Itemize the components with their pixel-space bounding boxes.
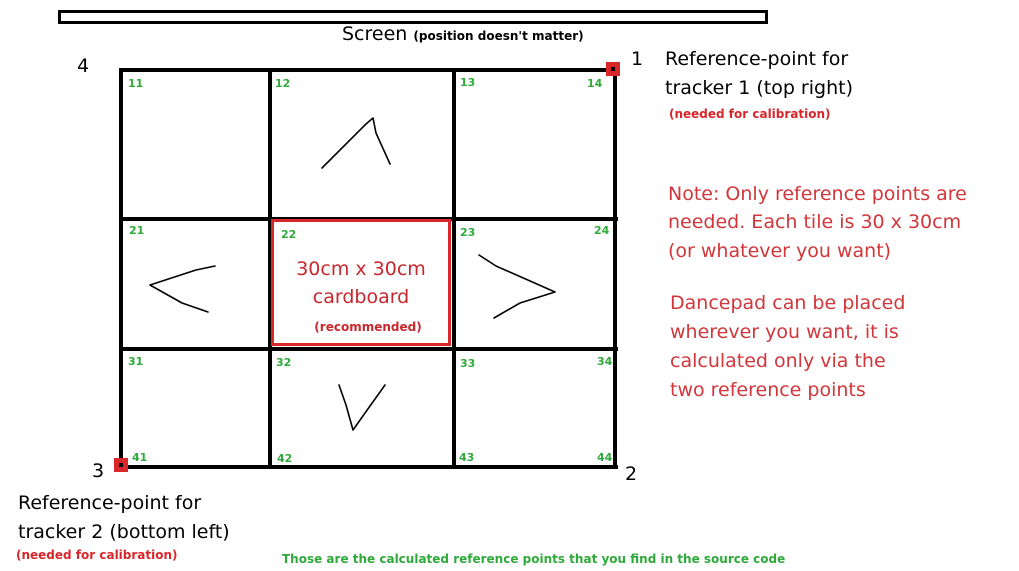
center-tile-line2: cardboard [312, 286, 410, 308]
note-line: Dancepad can be placed [670, 292, 906, 314]
tile-number: 33 [460, 357, 476, 370]
tile-number: 34 [597, 355, 613, 368]
screen-title: Screen [342, 23, 408, 45]
left-arrow-icon [149, 265, 216, 313]
center-tile-line1: 30cm x 30cm [296, 258, 426, 280]
grid-line-col2 [452, 68, 456, 469]
note-line: two reference points [670, 379, 866, 401]
reference-point-1-line2: tracker 1 (top right) [665, 77, 853, 99]
up-arrow-icon [321, 117, 391, 169]
tile-number: 32 [276, 356, 292, 369]
reference-point-2-line2: tracker 2 (bottom left) [18, 521, 230, 543]
screen-note: (position doesn't matter) [413, 29, 584, 43]
tile-number: 21 [129, 224, 145, 237]
tile-number: 41 [132, 451, 148, 464]
tile-number: 23 [460, 226, 476, 239]
reference-marker-1 [606, 62, 620, 76]
corner-number-1: 1 [631, 48, 644, 70]
screen-bar [58, 10, 768, 24]
reference-point-1-calibration: (needed for calibration) [669, 107, 831, 121]
tile-number: 24 [594, 224, 610, 237]
note-line: needed. Each tile is 30 x 30cm [668, 211, 962, 233]
tile-number: 31 [128, 355, 144, 368]
grid-line-col1 [268, 68, 272, 469]
grid-line-right [613, 68, 617, 469]
reference-marker-2 [114, 458, 128, 472]
note-line: (or whatever you want) [668, 240, 892, 262]
grid-line-bottom [119, 465, 618, 469]
grid-line-top [119, 68, 618, 72]
corner-number-3: 3 [92, 460, 105, 482]
screen-label: Screen (position doesn't matter) [342, 23, 584, 45]
down-arrow-icon [338, 384, 386, 431]
reference-point-2-calibration: (needed for calibration) [16, 548, 178, 562]
center-tile-note: (recommended) [314, 320, 422, 334]
grid-line-left [119, 68, 123, 469]
tile-number: 14 [587, 77, 603, 90]
tile-number: 43 [459, 451, 475, 464]
tile-number: 44 [597, 451, 613, 464]
tile-number: 13 [460, 76, 476, 89]
corner-number-4: 4 [77, 55, 90, 77]
tile-number: 22 [281, 228, 297, 241]
tile-number: 42 [277, 452, 293, 465]
footer-note: Those are the calculated reference point… [282, 552, 786, 566]
note-line: wherever you want, it is [670, 321, 899, 343]
reference-point-1-line1: Reference-point for [665, 48, 849, 70]
right-arrow-icon [478, 254, 556, 319]
tile-number: 12 [275, 77, 291, 90]
reference-point-2-line1: Reference-point for [18, 492, 202, 514]
note-line: calculated only via the [670, 350, 886, 372]
tile-number: 11 [128, 77, 144, 90]
grid-line-row2 [119, 347, 618, 351]
center-cardboard-tile [271, 219, 451, 346]
corner-number-2: 2 [625, 463, 638, 485]
note-line: Note: Only reference points are [668, 183, 967, 205]
